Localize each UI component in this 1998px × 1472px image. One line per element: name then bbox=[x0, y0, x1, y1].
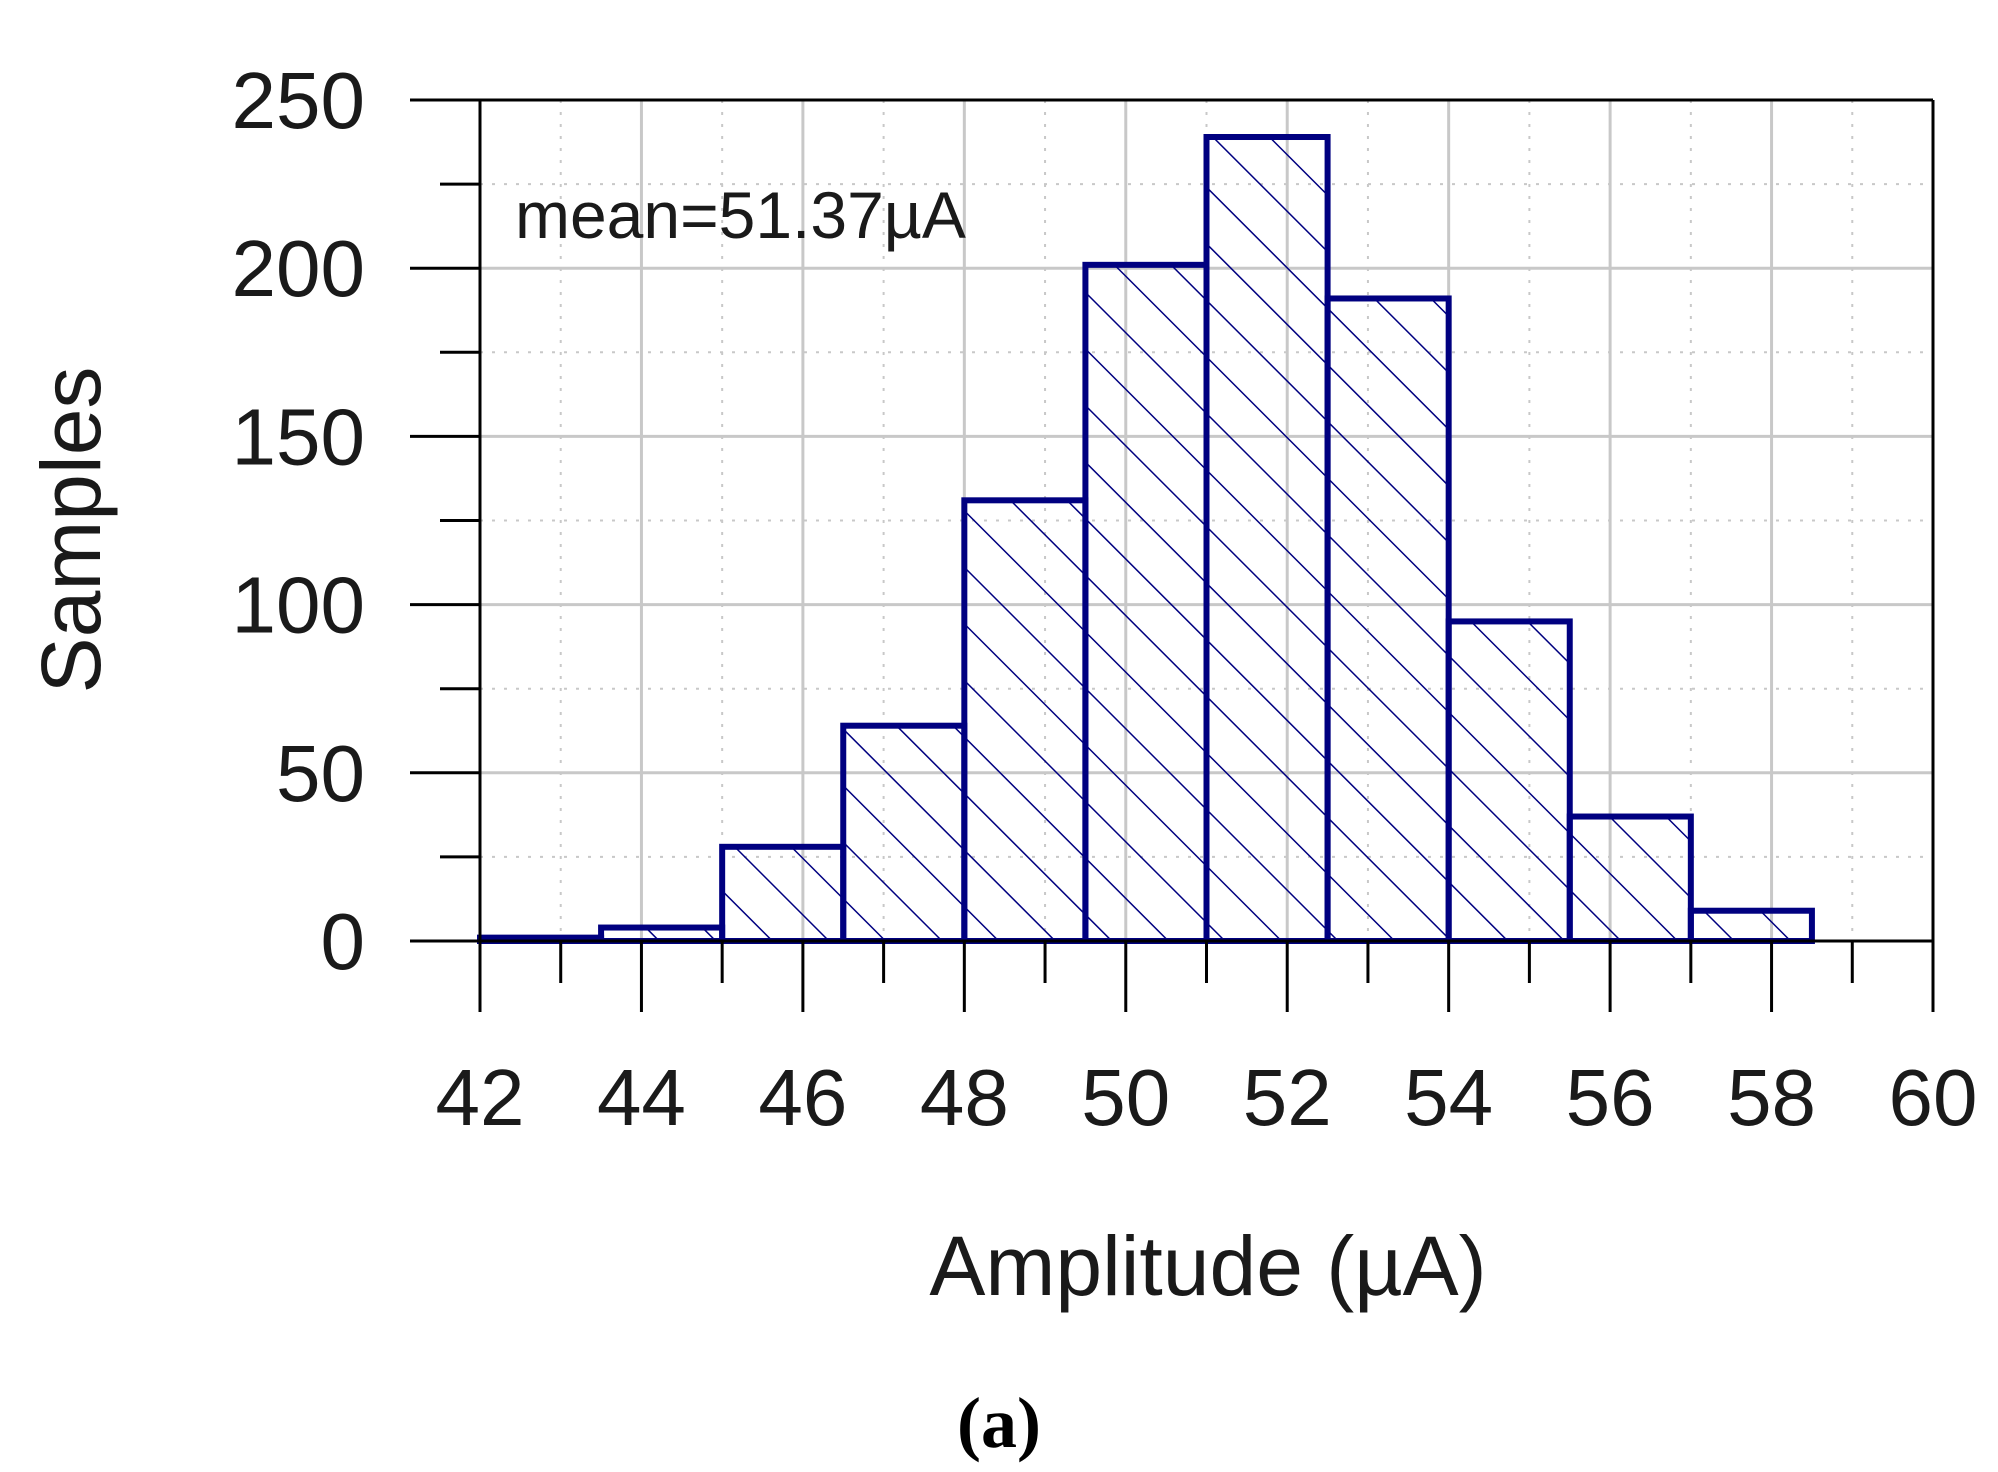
x-axis-title: Amplitude (µA) bbox=[929, 1219, 1486, 1313]
histogram-bar bbox=[1324, 295, 1452, 944]
histogram-bar bbox=[1203, 134, 1331, 944]
y-tick-label: 0 bbox=[321, 897, 366, 986]
y-tick-label: 100 bbox=[232, 561, 365, 650]
y-tick-label: 200 bbox=[232, 224, 365, 313]
y-tick-label: 50 bbox=[276, 729, 365, 818]
x-tick-label: 52 bbox=[1243, 1053, 1332, 1142]
tick-labels: 42 44 46 48 50 52 54 56 58 60 0 50 100 150 200 250 bbox=[232, 56, 1978, 1142]
x-tick-label: 44 bbox=[597, 1053, 686, 1142]
y-tick-label: 250 bbox=[232, 56, 365, 145]
x-tick-label: 46 bbox=[758, 1053, 847, 1142]
histogram-bar bbox=[1445, 618, 1573, 944]
histogram-bar bbox=[719, 843, 847, 944]
x-tick-label: 56 bbox=[1566, 1053, 1655, 1142]
x-tick-label: 48 bbox=[920, 1053, 1009, 1142]
histogram-bar bbox=[1687, 907, 1815, 944]
histogram-bar bbox=[840, 722, 968, 944]
x-tick-label: 58 bbox=[1727, 1053, 1816, 1142]
histogram-bar bbox=[1082, 261, 1210, 944]
histogram-bar bbox=[961, 497, 1089, 944]
y-tick-label: 150 bbox=[232, 392, 365, 481]
histogram-bar bbox=[1566, 813, 1694, 944]
x-tick-label: 42 bbox=[436, 1053, 525, 1142]
histogram-bar bbox=[598, 924, 726, 945]
x-tick-label: 60 bbox=[1889, 1053, 1978, 1142]
y-axis-title: Samples bbox=[24, 367, 118, 694]
histogram-bars bbox=[477, 134, 1815, 945]
x-tick-label: 50 bbox=[1081, 1053, 1170, 1142]
figure-caption: (a) bbox=[957, 1383, 1041, 1463]
axes bbox=[410, 98, 1935, 1012]
x-tick-label: 54 bbox=[1404, 1053, 1493, 1142]
mean-annotation: mean=51.37µA bbox=[515, 178, 966, 252]
